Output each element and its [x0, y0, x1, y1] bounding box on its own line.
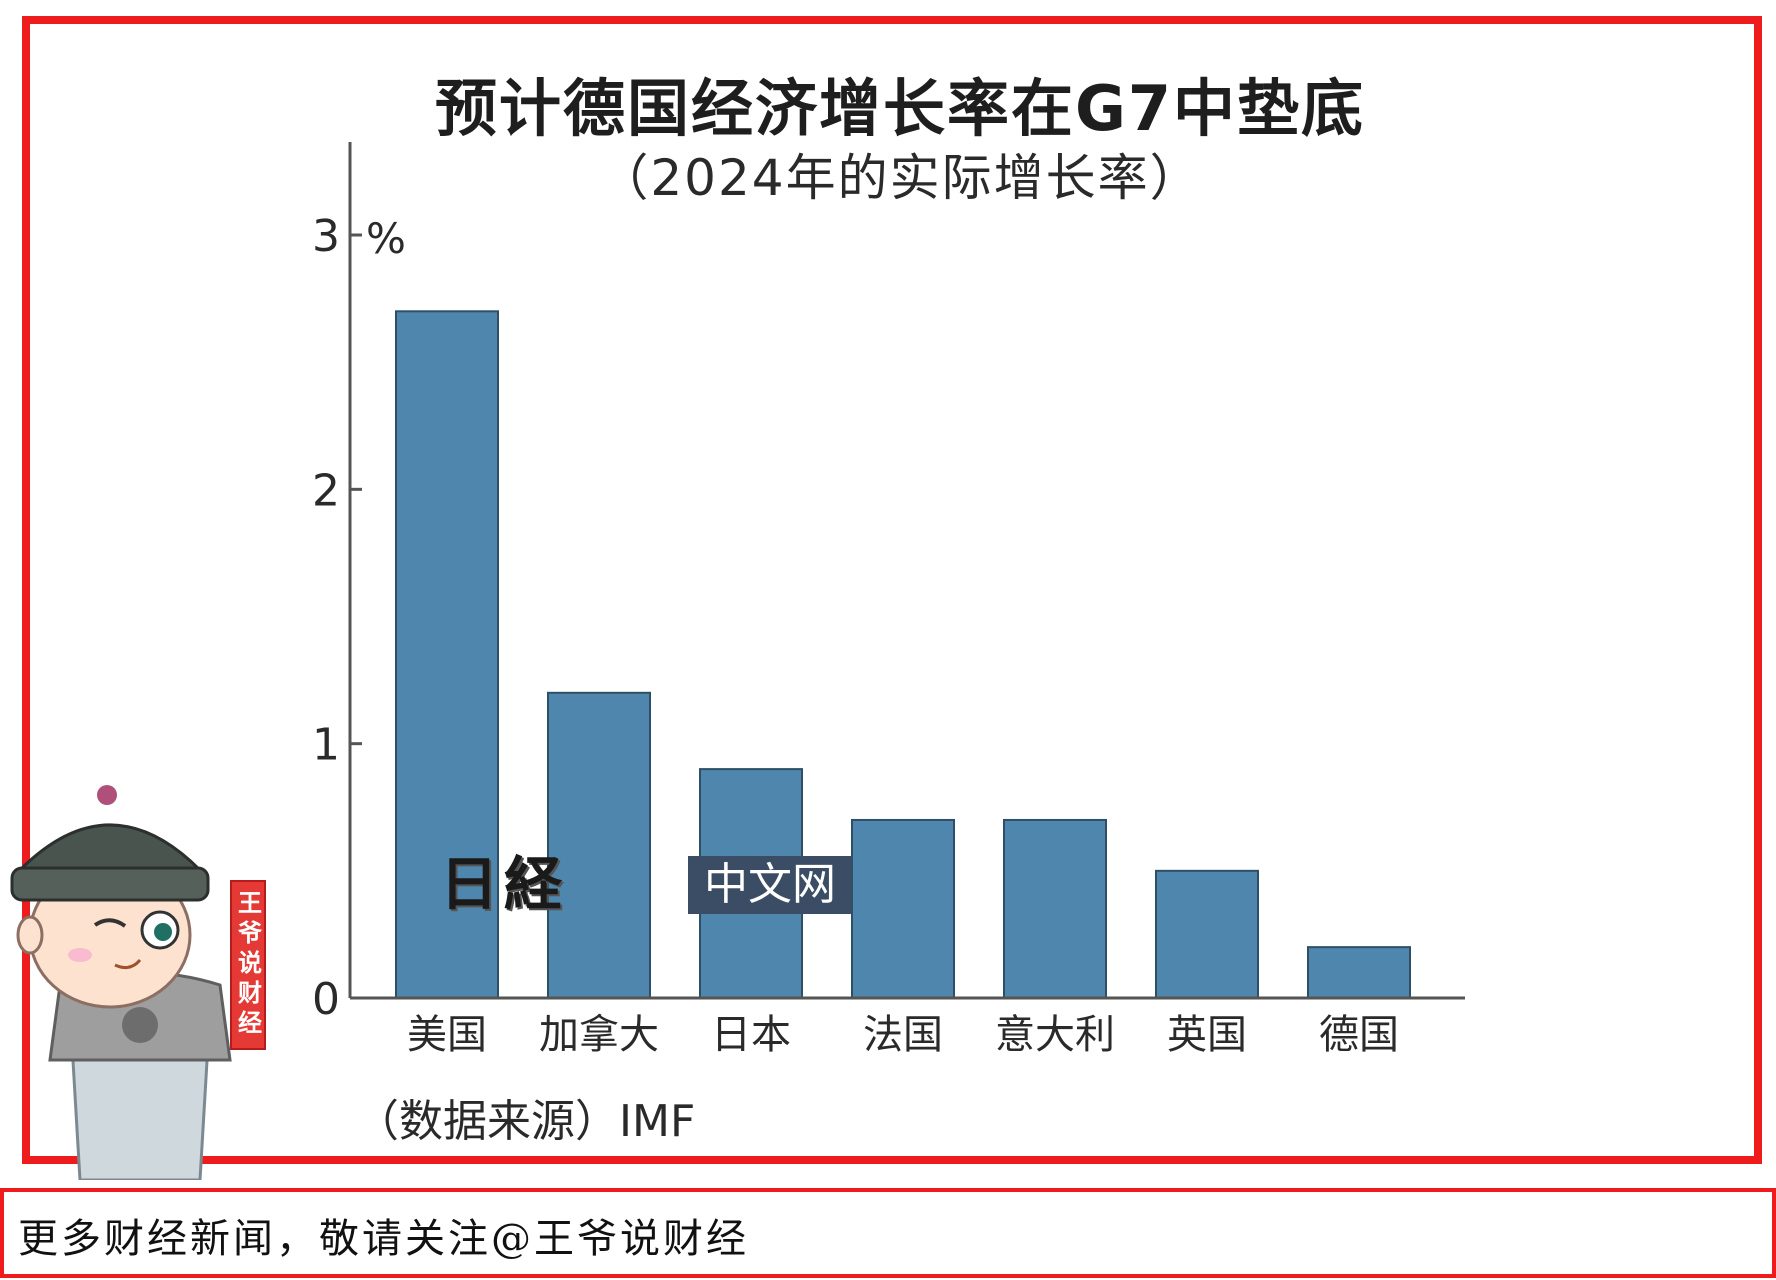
x-tick-label: 英国 [1167, 1012, 1247, 1058]
bar-4 [1003, 818, 1107, 1000]
mascot-illustration [10, 785, 232, 1180]
x-tick-label: 加拿大 [539, 1012, 659, 1058]
x-tick-label: 德国 [1319, 1012, 1399, 1058]
axis-layer [348, 142, 1465, 1000]
seal-text: 王爷说财经 [233, 890, 263, 1040]
bar-0 [395, 310, 499, 999]
chart-title: 预计德国经济增长率在G7中垫底 [434, 72, 1366, 145]
footer-text: 更多财经新闻，敬请关注@王爷说财经 [18, 1216, 749, 1262]
y-tick-label: 2 [312, 465, 340, 516]
bar-6 [1307, 946, 1411, 1000]
chart-subtitle: （2024年的实际增长率） [598, 149, 1202, 207]
x-tick-label: 美国 [407, 1012, 487, 1058]
x-tick-label: 法国 [863, 1012, 943, 1058]
y-tick-label: 0 [312, 974, 340, 1025]
watermark-box: 中文网 [688, 856, 852, 914]
nikkei-logo: 日経 [440, 850, 569, 918]
y-tick-label: 3 [312, 211, 340, 262]
y-tick-label: 1 [312, 720, 340, 771]
bar-5 [1155, 869, 1259, 999]
y-unit-label: % [366, 214, 406, 263]
x-tick-label: 日本 [711, 1012, 791, 1058]
x-tick-label: 意大利 [995, 1012, 1115, 1058]
footer-banner: 更多财经新闻，敬请关注@王爷说财经 [0, 1188, 1776, 1278]
seal-stamp: 王爷说财经 [230, 880, 266, 1050]
bar-1 [547, 691, 651, 999]
nikkei-watermark: 日経 中文网 [440, 852, 852, 916]
bar-3 [851, 818, 955, 1000]
label-layer: 美国 加拿大 日本 法国 意大利 英国 德国 0 1 2 3% [312, 211, 1399, 1058]
data-source-label: （数据来源）IMF [355, 1096, 696, 1147]
